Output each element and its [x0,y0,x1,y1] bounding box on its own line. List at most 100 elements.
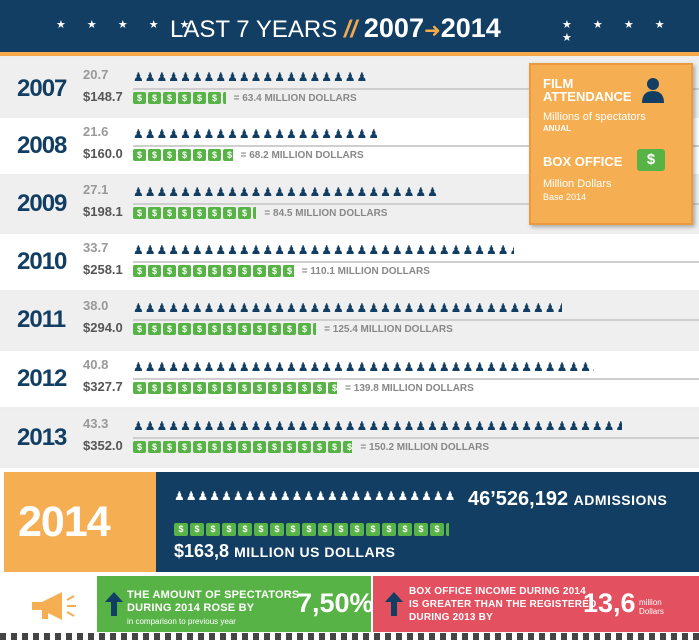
person-icon: ♟ [144,419,157,433]
person-icon: ♟ [227,243,239,257]
attendance-bar: ♟♟♟♟♟♟♟♟♟♟♟♟♟♟♟♟♟♟♟♟♟♟♟♟♟♟♟♟♟♟♟♟♟♟ [133,243,514,257]
person-icon: ♟ [238,127,251,141]
box-office-value: $148.7 [83,89,123,104]
dollar-icon: $ [178,207,191,219]
title-year-start: 2007 [363,13,424,43]
person-icon: ♟ [180,301,192,315]
person-icon: ♟ [285,360,298,374]
box-line-2: IS GREATER THAN THE REGISTERED [409,599,597,610]
dollar-icon: $ [253,382,266,394]
dollar-icon: $ [238,265,251,277]
person-icon: ♟ [403,243,416,257]
person-icon: ♟ [333,127,345,141]
dollar-icon: $ [193,265,206,277]
person-icon: ♟ [462,301,475,315]
person-icon: ♟ [427,419,439,433]
dollar-icon: $ [208,323,221,335]
dollar-icon: $ [208,382,221,394]
dollar-icon: $ [298,441,311,453]
person-icon: ♟ [174,489,186,503]
dollar-icon: $ [253,265,266,277]
person-icon: ♟ [274,301,286,315]
person-icon: ♟ [580,360,592,374]
dollar-icon: $ [178,382,191,394]
stars-right: ★ ★ ★ ★ ★ [562,19,674,44]
person-icon: ♟ [474,419,486,433]
dollar-icon: $ [283,441,296,453]
person-icon: ♟ [474,243,486,257]
header-bar: ★ ★ ★ ★ ★ LAST 7 YEARS // 2007➜2014 ★ ★ … [0,0,699,56]
attendance-value: 27.1 [83,182,109,197]
person-icon: ♟ [144,243,157,257]
person-icon: ♟ [168,360,181,374]
dollar-icon: $ [193,207,206,219]
dollar-icon: $ [148,382,161,394]
row-divider [133,378,699,380]
person-icon: ♟ [509,360,522,374]
person-icon: ♟ [397,489,410,503]
attendance-bar: ♟♟♟♟♟♟♟♟♟♟♟♟♟♟♟♟♟♟♟♟♟♟♟♟♟♟♟♟♟♟♟♟♟♟♟♟♟♟ [133,301,562,315]
attendance-value: 38.0 [83,298,109,313]
person-icon: ♟ [450,360,463,374]
person-icon: ♟ [221,489,233,503]
attendance-bar: ♟♟♟♟♟♟♟♟♟♟♟♟♟♟♟♟♟♟♟♟♟♟ [133,127,377,141]
person-icon: ♟ [203,360,216,374]
dollar-icon: $ [223,207,236,219]
attendance-bar: ♟♟♟♟♟♟♟♟♟♟♟♟♟♟♟♟♟♟♟♟♟♟♟♟♟♟♟♟ [133,185,439,199]
dollar-icon: $ [163,92,176,104]
person-icon: ♟ [274,419,286,433]
legend-attendance-sub: Millions of spectators [543,111,646,123]
dollar-icon: $ [238,382,251,394]
person-icon: ♟ [497,419,510,433]
dollar-icon: $ [286,523,300,536]
person-icon: ♟ [385,489,398,503]
dollar-icon: $ [148,149,161,161]
dollar-icon: $ [208,265,221,277]
admissions-unit: ADMISSIONS [573,492,668,508]
person-icon: ♟ [380,360,392,374]
dollar-icon: $ [133,265,146,277]
person-icon: ♟ [274,70,286,84]
attendance-value: 43.3 [83,416,109,431]
person-icon: ♟ [380,243,392,257]
dollar-icon: $ [446,523,449,536]
person-icon: ♟ [438,243,451,257]
person-icon: ♟ [250,360,263,374]
person-icon: ♟ [509,301,522,315]
box-office-bar: $$$$$$$ [133,92,226,105]
person-icon: ♟ [450,301,463,315]
box-office-note: = 68.2 MILLION DOLLARS [240,150,364,161]
dollar-icon: $ [343,441,353,453]
person-icon: ♟ [309,419,322,433]
dollar-icon: $ [382,523,396,536]
attendance-value: 21.6 [83,124,109,139]
page-title: LAST 7 YEARS // 2007➜2014 [170,13,501,44]
dollar-icon: $ [174,523,188,536]
dollar-icon: $ [133,441,146,453]
dollar-icon: $ [163,323,176,335]
dollar-icon: $ [178,265,191,277]
person-icon: ♟ [156,127,169,141]
person-icon: ♟ [333,301,345,315]
dollar-icon: $ [328,382,338,394]
dollar-icon: $ [208,207,221,219]
person-icon: ♟ [215,70,228,84]
person-icon: ♟ [180,70,192,84]
dollar-icon: $ [223,441,236,453]
legend-box-sub: Million Dollars [543,178,612,190]
person-icon: ♟ [345,185,369,199]
person-icon: ♟ [438,360,451,374]
dollar-icon: $ [193,441,206,453]
person-icon: ♟ [380,185,404,199]
dollar-icon: $ [318,523,332,536]
person-icon: ♟ [279,489,292,503]
person-icon: ♟ [203,301,216,315]
dollar-icon: $ [178,92,191,104]
person-icon: ♟ [333,185,357,199]
person-icon: ♟ [368,301,381,315]
person-icon: ♟ [427,243,439,257]
dollar-icon: $ [637,149,665,171]
person-icon: ♟ [533,419,545,433]
person-icon: ♟ [262,419,275,433]
person-icon: ♟ [362,489,375,503]
